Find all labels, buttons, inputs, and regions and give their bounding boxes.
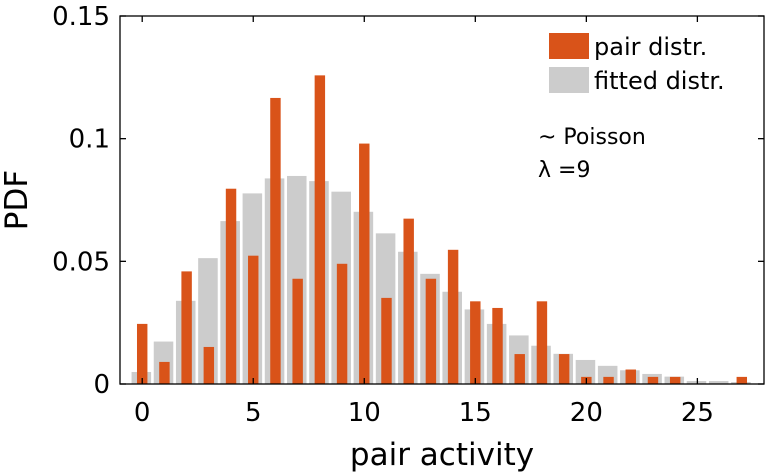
pair-bar <box>336 263 348 384</box>
x-axis: 0 5 10 15 20 25 <box>134 16 714 428</box>
legend-label-fitted: fitted distr. <box>594 67 725 95</box>
plot-frame <box>119 15 765 385</box>
pair-bar <box>536 301 548 384</box>
legend-label-pair: pair distr. <box>594 33 707 61</box>
pair-bar <box>403 218 414 384</box>
annotation-distribution: ~ Poisson <box>538 125 646 150</box>
pair-bar <box>603 376 614 384</box>
pair-bar <box>248 255 259 384</box>
pair-bar <box>292 278 303 384</box>
pair-bar <box>225 188 237 384</box>
y-tick-label: 0 <box>93 370 110 400</box>
pair-bar <box>669 376 681 384</box>
pair-bar <box>447 249 459 384</box>
pair-bar <box>359 143 370 384</box>
y-tick-label: 0.05 <box>52 247 110 277</box>
x-axis-title: pair activity <box>350 437 534 472</box>
pair-bar <box>136 323 148 384</box>
pair-bars <box>136 75 748 384</box>
pair-bar <box>381 297 392 384</box>
pair-bar <box>314 75 326 384</box>
y-axis-title: PDF <box>0 170 35 230</box>
x-tick-label: 20 <box>570 398 603 428</box>
legend: pair distr. fitted distr. <box>549 33 725 95</box>
pair-bar <box>270 97 281 384</box>
pair-bar <box>647 376 659 384</box>
x-tick-label: 5 <box>245 398 262 428</box>
pair-bar <box>492 307 503 384</box>
pair-bar <box>558 354 570 384</box>
y-axis: 0 0.05 0.1 0.15 <box>52 2 764 400</box>
legend-swatch-pair <box>549 33 589 59</box>
x-tick-label: 25 <box>681 398 714 428</box>
fitted-bar <box>686 381 707 384</box>
pair-bar <box>625 369 636 384</box>
pair-bar <box>514 354 525 384</box>
y-tick-label: 0.15 <box>52 2 110 32</box>
x-tick-label: 0 <box>134 398 151 428</box>
pair-bar <box>159 361 170 384</box>
fitted-bar <box>708 381 729 384</box>
x-tick-label: 10 <box>348 398 381 428</box>
pair-bar <box>736 376 748 384</box>
annotation-lambda: λ =9 <box>538 158 590 183</box>
pair-bar <box>203 346 215 384</box>
fitted-bars <box>131 175 751 384</box>
pair-bar <box>425 278 437 384</box>
pair-bar <box>470 301 481 384</box>
legend-swatch-fitted <box>549 67 589 93</box>
x-tick-label: 15 <box>459 398 492 428</box>
y-tick-label: 0.1 <box>69 125 110 155</box>
pair-bar <box>181 271 192 384</box>
